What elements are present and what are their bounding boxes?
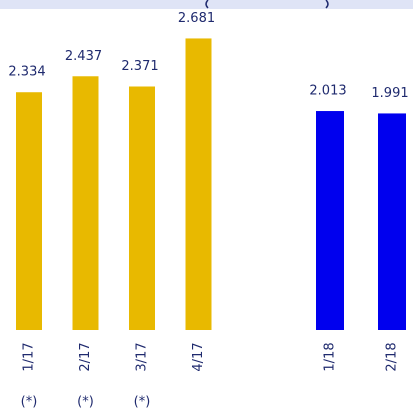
annotation: (*) — [77, 395, 94, 410]
title-edge — [205, 0, 209, 9]
x-tick-label: 2/17 — [78, 342, 93, 371]
bar — [316, 111, 344, 330]
value-label: 2.013 — [309, 84, 346, 99]
bar — [72, 76, 99, 330]
value-label: 2.437 — [65, 49, 102, 64]
x-tick-label: 1/18 — [323, 342, 338, 371]
bar — [185, 38, 212, 330]
value-label: 1.991 — [371, 86, 408, 101]
bar — [129, 86, 155, 331]
annotation: (*) — [21, 395, 38, 410]
bar — [378, 113, 406, 330]
x-tick-label: 4/17 — [191, 342, 206, 371]
x-tick-label: 1/17 — [22, 342, 37, 371]
x-tick-label: 2/18 — [385, 342, 400, 371]
value-label: 2.681 — [178, 11, 215, 26]
value-label: 2.371 — [121, 59, 158, 74]
x-tick-label: 3/17 — [135, 342, 150, 371]
bar — [16, 92, 42, 330]
title-edge — [325, 0, 329, 9]
annotation: (*) — [134, 395, 151, 410]
value-label: 2.334 — [8, 65, 45, 80]
